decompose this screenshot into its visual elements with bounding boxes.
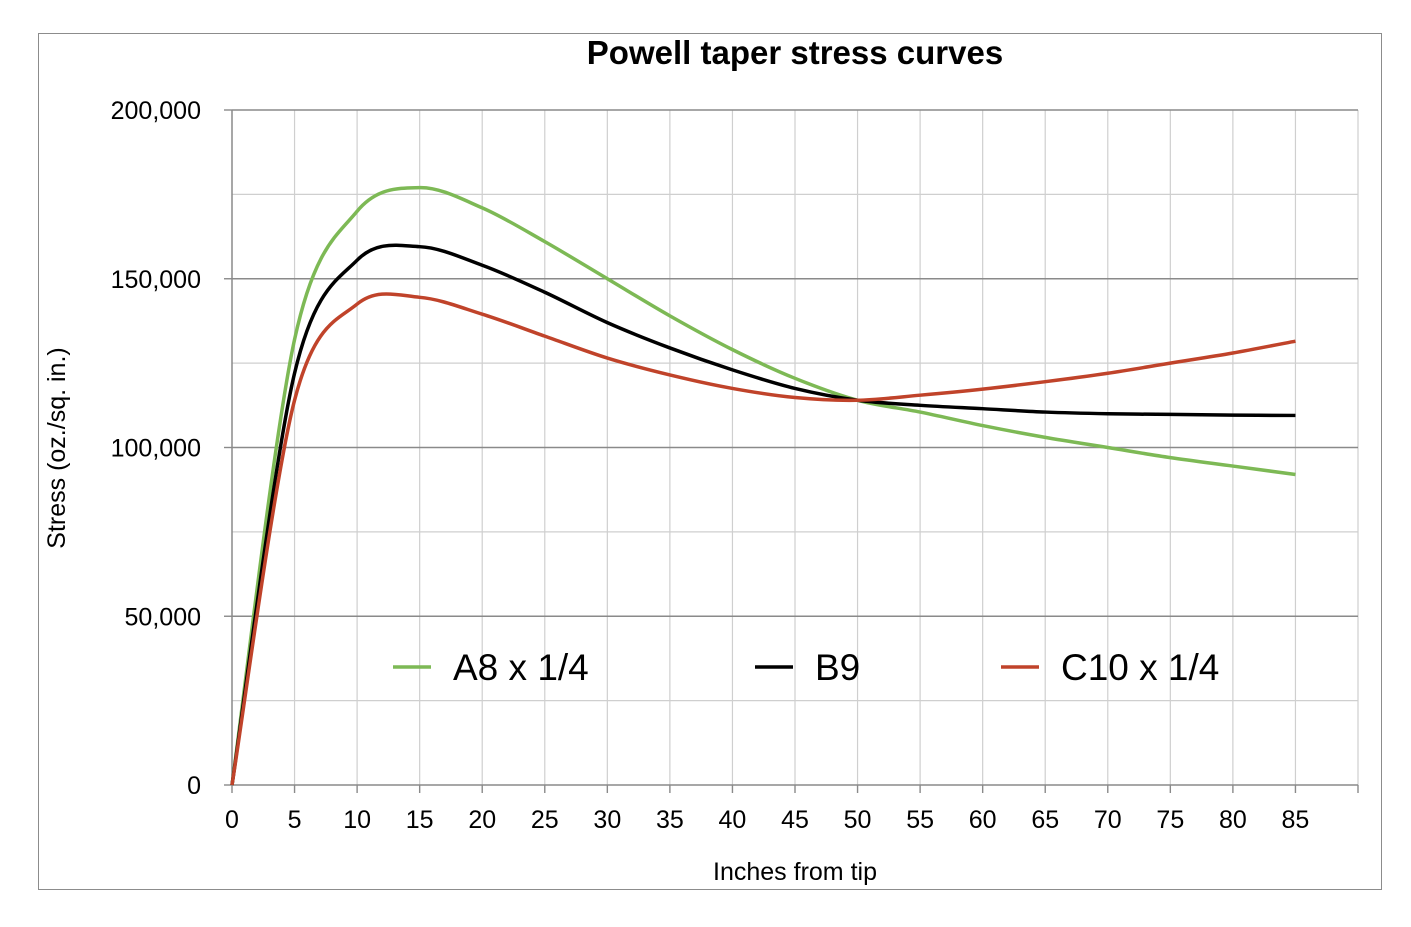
- y-tick-label: 200,000: [111, 97, 201, 125]
- x-tick-label: 70: [1094, 806, 1122, 834]
- x-tick-label: 35: [656, 806, 684, 834]
- legend-label: C10 x 1/4: [1061, 647, 1219, 688]
- y-tick-label: 50,000: [125, 603, 201, 631]
- x-axis-label: Inches from tip: [713, 858, 877, 886]
- y-axis-label: Stress (oz./sq. in.): [43, 347, 71, 548]
- x-tick-label: 65: [1031, 806, 1059, 834]
- series-line-1: [230, 243, 1296, 786]
- x-tick-label: 55: [906, 806, 934, 834]
- x-tick-label: 5: [288, 806, 302, 834]
- x-tick-label: 20: [468, 806, 496, 834]
- x-tick-label: 85: [1282, 806, 1310, 834]
- x-tick-label: 45: [781, 806, 809, 834]
- chart-title: Powell taper stress curves: [587, 34, 1003, 71]
- x-tick-label: 15: [406, 806, 434, 834]
- x-tick-label: 40: [719, 806, 747, 834]
- grid-lines: [232, 109, 1359, 785]
- tick-labels: 0 5 10 15 20 25 30 35 40 45 50 55 60 65 70 75 80 85 0 50,00…: [111, 97, 1310, 834]
- x-tick-label: 10: [343, 806, 371, 834]
- legend-label: B9: [815, 647, 860, 688]
- y-tick-label: 150,000: [111, 266, 201, 294]
- y-tick-label: 100,000: [111, 435, 201, 463]
- series-line-2: [230, 292, 1296, 786]
- series-group: [230, 185, 1296, 786]
- axes: [224, 109, 1359, 793]
- legend-label: A8 x 1/4: [453, 647, 589, 688]
- legend: A8 x 1/4 B9 C10 x 1/4: [393, 647, 1219, 688]
- x-tick-label: 0: [225, 806, 239, 834]
- series-line-0: [230, 185, 1296, 786]
- x-tick-label: 25: [531, 806, 559, 834]
- x-tick-label: 80: [1219, 806, 1247, 834]
- x-tick-label: 60: [969, 806, 997, 834]
- x-tick-label: 75: [1156, 806, 1184, 834]
- x-tick-label: 50: [844, 806, 872, 834]
- chart-frame: [38, 33, 1382, 890]
- x-tick-label: 30: [593, 806, 621, 834]
- y-tick-label: 0: [187, 772, 201, 800]
